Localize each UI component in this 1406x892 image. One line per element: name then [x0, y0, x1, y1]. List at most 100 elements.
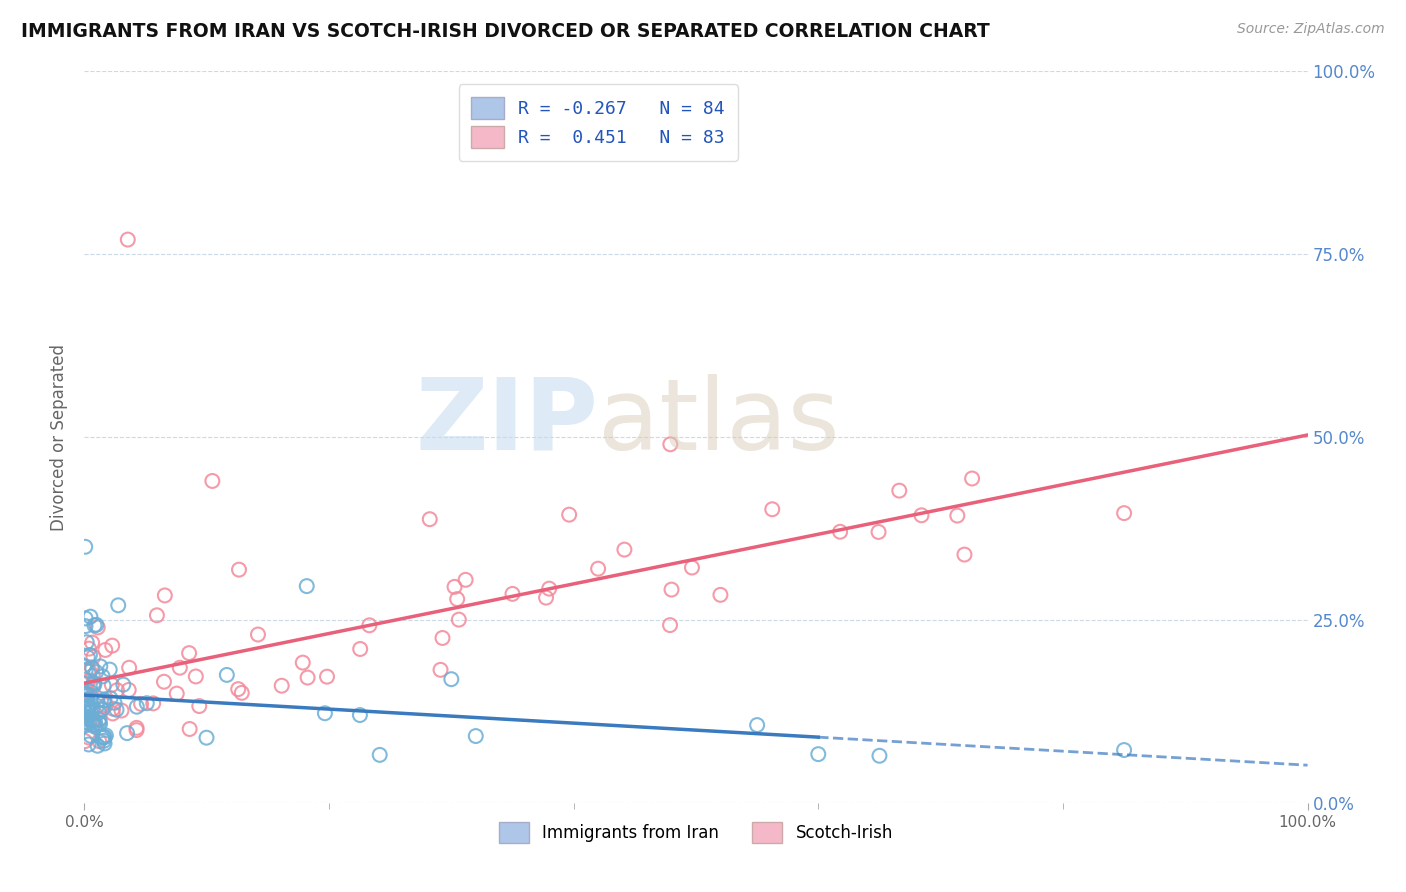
Point	[464, 729, 486, 743]
Point	[447, 613, 470, 627]
Point	[83, 717, 105, 731]
Point	[946, 508, 969, 523]
Point	[82, 661, 104, 675]
Text: atlas: atlas	[598, 374, 839, 471]
Point	[87, 706, 110, 720]
Point	[419, 512, 441, 526]
Point	[659, 618, 682, 632]
Point	[76, 635, 98, 649]
Point	[84, 720, 107, 734]
Point	[91, 703, 114, 717]
Point	[195, 731, 218, 745]
Point	[83, 675, 105, 690]
Point	[215, 668, 238, 682]
Point	[79, 709, 101, 723]
Point	[142, 697, 165, 711]
Point	[93, 693, 115, 707]
Point	[910, 508, 932, 523]
Point	[93, 736, 115, 750]
Point	[84, 718, 107, 732]
Point	[558, 508, 581, 522]
Point	[79, 703, 101, 717]
Point	[73, 706, 96, 720]
Point	[82, 718, 104, 732]
Point	[80, 660, 103, 674]
Legend: Immigrants from Iran, Scotch-Irish: Immigrants from Iran, Scotch-Irish	[492, 815, 900, 849]
Point	[98, 663, 121, 677]
Point	[112, 678, 135, 692]
Point	[709, 588, 731, 602]
Point	[103, 696, 125, 710]
Point	[73, 702, 96, 716]
Point	[117, 233, 139, 247]
Point	[80, 712, 103, 726]
Point	[231, 686, 253, 700]
Point	[960, 471, 983, 485]
Point	[76, 687, 98, 701]
Point	[681, 560, 703, 574]
Point	[77, 731, 100, 745]
Point	[93, 733, 115, 747]
Point	[101, 702, 124, 716]
Point	[228, 563, 250, 577]
Point	[82, 702, 104, 716]
Point	[79, 698, 101, 713]
Point	[297, 671, 319, 685]
Point	[446, 592, 468, 607]
Point	[179, 722, 201, 736]
Text: Source: ZipAtlas.com: Source: ZipAtlas.com	[1237, 22, 1385, 37]
Point	[101, 706, 124, 721]
Point	[75, 712, 97, 726]
Point	[166, 687, 188, 701]
Point	[75, 682, 97, 697]
Point	[75, 611, 97, 625]
Point	[295, 579, 318, 593]
Point	[153, 674, 176, 689]
Point	[82, 649, 104, 664]
Point	[82, 680, 104, 694]
Point	[89, 734, 111, 748]
Point	[75, 693, 97, 707]
Point	[73, 734, 96, 748]
Point	[86, 698, 108, 713]
Point	[75, 690, 97, 704]
Point	[868, 524, 890, 539]
Point	[429, 663, 451, 677]
Point	[747, 718, 769, 732]
Point	[125, 721, 148, 735]
Point	[889, 483, 911, 498]
Point	[89, 712, 111, 726]
Point	[76, 701, 98, 715]
Point	[76, 683, 98, 698]
Point	[105, 683, 128, 698]
Point	[184, 669, 207, 683]
Point	[89, 716, 111, 731]
Point	[77, 738, 100, 752]
Point	[76, 650, 98, 665]
Point	[94, 698, 117, 713]
Point	[77, 716, 100, 731]
Point	[83, 677, 105, 691]
Point	[659, 437, 682, 451]
Point	[93, 730, 115, 744]
Point	[454, 573, 477, 587]
Point	[534, 591, 557, 605]
Y-axis label: Divorced or Separated: Divorced or Separated	[51, 343, 69, 531]
Point	[869, 748, 891, 763]
Point	[246, 627, 269, 641]
Text: ZIP: ZIP	[415, 374, 598, 471]
Point	[432, 631, 454, 645]
Point	[153, 589, 176, 603]
Point	[87, 620, 110, 634]
Point	[83, 714, 105, 728]
Point	[129, 697, 152, 711]
Text: IMMIGRANTS FROM IRAN VS SCOTCH-IRISH DIVORCED OR SEPARATED CORRELATION CHART: IMMIGRANTS FROM IRAN VS SCOTCH-IRISH DIV…	[21, 22, 990, 41]
Point	[953, 548, 976, 562]
Point	[118, 682, 141, 697]
Point	[107, 599, 129, 613]
Point	[76, 692, 98, 706]
Point	[77, 641, 100, 656]
Point	[93, 679, 115, 693]
Point	[105, 703, 128, 717]
Point	[368, 747, 391, 762]
